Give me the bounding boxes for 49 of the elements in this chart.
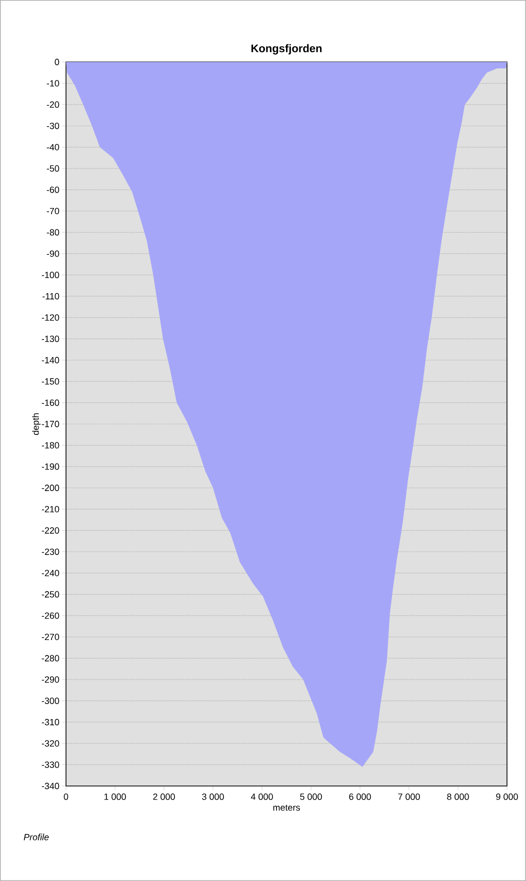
y-tick-label: -320	[42, 740, 60, 747]
y-tick-label: -220	[42, 527, 60, 534]
x-tick-label: 1 000	[104, 794, 126, 800]
y-tick-label: -110	[42, 293, 60, 300]
y-tick-label: -80	[46, 229, 60, 236]
x-tick-label: 7 000	[398, 794, 420, 800]
y-axis-title: depth	[32, 413, 41, 435]
y-tick-label: -40	[46, 144, 60, 150]
y-tick-label: -160	[42, 400, 60, 406]
y-tick-label: -300	[42, 698, 60, 704]
x-tick-label: 3 000	[202, 794, 224, 800]
y-tick-label: -240	[42, 570, 60, 576]
y-tick-label: -70	[46, 208, 60, 214]
y-tick-label: -290	[42, 676, 60, 683]
y-tick-label: -20	[46, 101, 60, 108]
x-tick-label: 6 000	[349, 794, 371, 800]
x-tick-label: 5 000	[300, 794, 322, 800]
y-tick-label: -330	[42, 762, 60, 768]
x-tick-label: 8 000	[447, 794, 469, 800]
y-tick-label: -170	[42, 420, 60, 428]
y-tick-label: -120	[42, 314, 60, 321]
y-tick-label: -180	[42, 442, 60, 448]
y-tick-label: 0	[54, 58, 60, 66]
y-tick-label: -150	[42, 378, 60, 385]
x-tick-label: 4 000	[250, 794, 273, 800]
y-tick-label: -260	[42, 612, 60, 619]
text: Profile	[24, 834, 49, 840]
y-tick-label: -270	[42, 634, 60, 640]
y-tick-label: -210	[42, 506, 60, 512]
y-tick-label: -280	[42, 655, 60, 662]
x-tick-label: 9 000	[496, 794, 518, 800]
y-tick-label: -30	[46, 122, 60, 130]
y-tick-label: -50	[46, 165, 60, 172]
chart-title: Kongsfjorden	[251, 44, 322, 54]
y-tick-label: -310	[42, 718, 60, 726]
y-tick-label: -140	[42, 356, 60, 364]
y-tick-label: -100	[42, 272, 60, 278]
y-tick-label: -200	[42, 484, 60, 492]
y-tick-label: -340	[42, 782, 60, 790]
y-tick-label: -60	[46, 186, 60, 193]
x-tick-label: 2 000	[153, 794, 175, 800]
y-tick-label: -130	[42, 336, 60, 342]
y-tick-label: -10	[46, 80, 60, 86]
y-tick-label: -90	[46, 250, 60, 257]
y-tick-label: -230	[42, 548, 60, 555]
y-tick-label: -250	[42, 591, 60, 598]
y-tick-label: -190	[42, 463, 60, 470]
x-tick-label: 0	[64, 794, 68, 800]
x-axis-title: meters	[273, 804, 300, 811]
